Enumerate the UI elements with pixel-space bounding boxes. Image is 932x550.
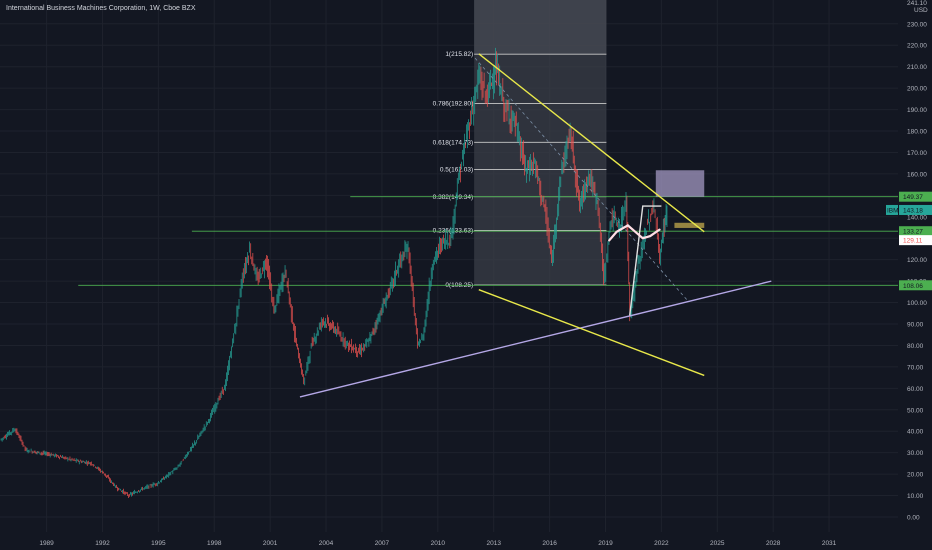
y-tick-label: 0.00 [907,514,920,521]
x-tick-label: 2016 [542,540,557,547]
x-tick-label: 2001 [263,540,278,547]
fib-level-label: 0.618(174.73) [433,139,473,146]
price-tag-label: 129.11 [903,238,923,245]
y-tick-label: 100.00 [907,300,927,307]
projection-curve [608,224,661,242]
price-tag-label: 149.37 [903,194,923,201]
symbol-tag-label: IBM [887,207,899,214]
y-tick-label: 90.00 [907,322,924,329]
y-tick-label: 160.00 [907,171,927,178]
trendline [478,53,705,233]
y-tick-label: 200.00 [907,86,927,93]
trendline [629,205,662,316]
zone-box [674,222,705,228]
y-tick-label: 120.00 [907,257,927,264]
y-tick-label: 50.00 [907,407,924,414]
trendline [478,289,705,377]
x-tick-label: 2013 [486,540,501,547]
price-tag-label: 133.27 [903,229,923,236]
y-tick-label: 210.00 [907,64,927,71]
y-tick-label: 70.00 [907,364,924,371]
currency-label: USD [914,7,928,14]
x-tick-label: 2004 [319,540,334,547]
price-tag [899,191,932,202]
x-tick-label: 2028 [766,540,781,547]
x-tick-label: 1995 [151,540,166,547]
price-tag-label: 108.06 [903,283,923,290]
symbol-tag [886,204,898,215]
y-tick-label: 80.00 [907,343,924,350]
y-top-tick-label: 241.10 [907,0,927,7]
price-tag [899,280,932,291]
y-tick-label: 180.00 [907,129,927,136]
chart-title: International Business Machines Corporat… [6,5,196,12]
y-tick-label: 20.00 [907,472,924,479]
y-tick-label: 190.00 [907,107,927,114]
shaded-range-top [474,0,607,55]
price-tag [899,226,932,237]
y-tick-label: 10.00 [907,493,924,500]
fib-level-label: 0.5(162.03) [440,167,473,174]
y-tick-label: 230.00 [907,21,927,28]
y-tick-label: 170.00 [907,150,927,157]
y-tick-label: 40.00 [907,429,924,436]
x-tick-label: 2019 [598,540,613,547]
x-tick-label: 1989 [39,540,54,547]
y-tick-label: 220.00 [907,43,927,50]
x-tick-label: 2025 [710,540,725,547]
zone-box [655,170,705,197]
x-tick-label: 2031 [822,540,837,547]
x-tick-label: 2007 [375,540,390,547]
fib-level-label: 0.382(149.34) [433,194,473,201]
current-price-tag [899,204,932,215]
fib-level-label: 1(215.82) [445,51,473,58]
x-tick-label: 2022 [654,540,669,547]
fib-level-label: 0.786(192.80) [433,101,473,108]
trendline [299,280,772,398]
y-tick-label: 60.00 [907,386,924,393]
current-price-label: 143.18 [903,207,923,214]
y-tick-label: 30.00 [907,450,924,457]
x-tick-label: 1998 [207,540,222,547]
x-tick-label: 1992 [95,540,110,547]
price-tag [899,235,932,246]
x-tick-label: 2010 [431,540,446,547]
y-tick-label: 140.00 [907,214,927,221]
